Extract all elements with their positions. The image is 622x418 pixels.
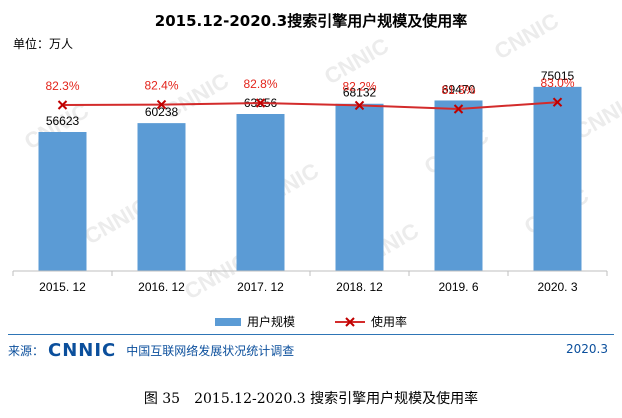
legend-item-rate: 使用率: [335, 313, 407, 330]
x-tick-label: 2020. 3: [537, 280, 577, 294]
x-tick-label: 2016. 12: [138, 280, 185, 294]
x-tick-label: 2019. 6: [438, 280, 478, 294]
bar-value-label: 60238: [145, 105, 179, 119]
rate-marker: [57, 100, 68, 110]
bar-3: [335, 103, 384, 271]
rate-marker: [255, 98, 266, 108]
rate-marker: [552, 97, 563, 107]
legend-users-label: 用户规模: [246, 315, 295, 329]
rate-marker: [156, 99, 167, 110]
legend-rate-label: 使用率: [371, 315, 408, 329]
source-label: 来源：: [8, 344, 45, 358]
rate-value-label: 83.0%: [540, 76, 574, 90]
rate-marker: [453, 104, 464, 114]
rate-marker-stroke: [552, 97, 563, 107]
legend-bar-swatch: [214, 317, 241, 326]
footer-divider: [8, 334, 614, 335]
rate-marker-stroke: [354, 100, 365, 111]
bar-value-label: 56623: [46, 114, 80, 128]
bar-value-label: 69470: [442, 82, 476, 96]
x-tick-label: 2017. 12: [237, 280, 284, 294]
bar-4: [434, 100, 483, 271]
bar-labels: 566236023863956681326947075015: [46, 69, 575, 128]
rate-marker-stroke: [57, 100, 68, 110]
rate-marker: [354, 100, 365, 111]
source-line: 来源： CNNIC 中国互联网络发展状况统计调查: [8, 340, 294, 361]
bar-value-label: 68132: [343, 86, 377, 100]
bar-value-label: 75015: [541, 69, 575, 83]
unit-label: 单位：万人: [13, 37, 74, 51]
rate-series-line: [62, 101, 558, 111]
legend-line-swatch: [335, 316, 365, 327]
source-date: 2020.3: [566, 342, 608, 356]
rate-labels: 82.3% 82.4% 82.8% 82.2% 81.3% 83.0%: [45, 76, 574, 97]
legend: 用户规模 使用率: [0, 313, 622, 330]
source-org: 中国互联网络发展状况统计调查: [126, 344, 295, 358]
rate-marker-stroke: [453, 104, 464, 114]
rate-markers: [57, 97, 563, 114]
rate-value-label: 81.3%: [441, 83, 475, 97]
bar-series: [38, 86, 582, 272]
cnnic-logo: CNNIC: [48, 340, 117, 361]
rate-value-label: 82.8%: [243, 77, 277, 91]
chart-title: 2015.12-2020.3搜索引擎用户规模及使用率: [154, 12, 468, 30]
bar-5: [533, 86, 582, 271]
x-tick-label: 2018. 12: [336, 280, 383, 294]
bar-0: [38, 132, 87, 271]
bar-1: [137, 123, 186, 272]
rate-marker-stroke: [255, 98, 266, 108]
x-tick-label: 2015. 12: [39, 280, 86, 294]
x-axis-tick-labels: 2015. 12 2016. 12 2017. 12 2018. 12 2019. 6 2…: [39, 280, 578, 294]
watermark-text: CNNIC: [490, 8, 563, 65]
rate-marker-stroke: [156, 99, 167, 110]
rate-value-label: 82.4%: [144, 79, 178, 93]
x-axis-ticks: [12, 271, 608, 276]
rate-value-label: 82.2%: [342, 79, 376, 93]
rate-value-label: 82.3%: [45, 79, 79, 93]
bar-2: [236, 114, 285, 271]
figure-caption: 图 35 2015.12-2020.3 搜索引擎用户规模及使用率: [143, 391, 479, 407]
legend-item-users: 用户规模: [214, 313, 295, 330]
